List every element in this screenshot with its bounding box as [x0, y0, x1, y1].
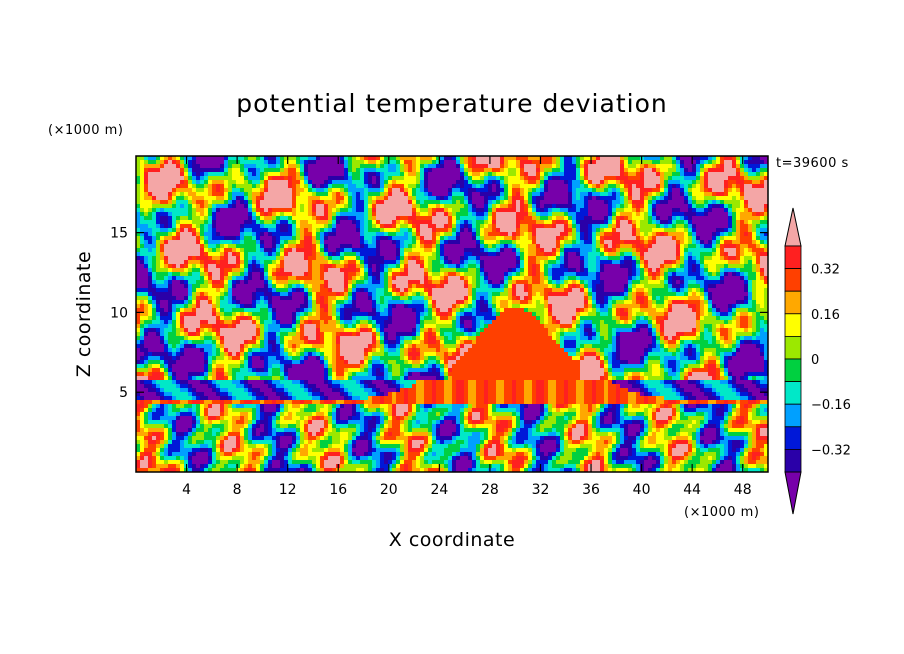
x-tick-label: 28	[481, 482, 499, 498]
colorbar-tick-label: −0.32	[811, 443, 851, 458]
x-tick-label: 8	[233, 482, 242, 498]
x-axis-label: X coordinate	[389, 529, 515, 551]
colorbar-swatch	[784, 245, 802, 270]
x-unit-label: (×1000 m)	[684, 505, 759, 520]
x-tick-label: 36	[582, 482, 600, 498]
colorbar-swatch	[784, 268, 802, 292]
x-tick-label: 16	[329, 482, 347, 498]
colorbar-extend-max	[784, 207, 802, 247]
colorbar-swatch	[784, 426, 802, 450]
x-tick: 12	[279, 156, 297, 498]
x-tick: 32	[532, 156, 550, 498]
y-tick-label: 10	[110, 305, 128, 321]
x-tick: 36	[582, 156, 600, 498]
x-tick-label: 48	[734, 482, 752, 498]
x-tick: 8	[233, 156, 242, 498]
x-tick: 44	[683, 156, 701, 498]
plot-frame	[135, 155, 769, 473]
colorbar-extend-min	[784, 471, 802, 515]
colorbar: 0.32 0.16 0 −0.16 −0.32	[784, 207, 851, 515]
y-tick-label: 5	[119, 385, 128, 401]
x-tick: 40	[633, 156, 651, 498]
y-axis-label: Z coordinate	[73, 251, 95, 377]
time-label: t=39600 s	[776, 156, 849, 171]
x-tick: 16	[329, 156, 347, 498]
x-tick: 24	[430, 156, 448, 498]
colorbar-tick-label: 0.32	[811, 263, 840, 278]
chart-title: potential temperature deviation	[236, 89, 667, 118]
y-tick-label: 15	[110, 226, 128, 242]
colorbar-tick-label: −0.16	[811, 398, 851, 413]
colorbar-swatch	[784, 381, 802, 405]
y-tick: 15	[110, 226, 768, 242]
colorbar-tick-label: 0.16	[811, 308, 840, 323]
colorbar-swatch	[784, 358, 802, 383]
x-tick: 20	[380, 156, 398, 498]
x-tick-label: 44	[683, 482, 701, 498]
colorbar-tick-label: 0	[811, 353, 819, 368]
x-tick-label: 32	[532, 482, 550, 498]
x-tick: 48	[734, 156, 752, 498]
y-tick: 5	[119, 385, 768, 401]
colorbar-swatch	[784, 290, 802, 315]
colorbar-swatch	[784, 313, 802, 337]
y-unit-label: (×1000 m)	[48, 123, 123, 138]
colorbar-swatch	[784, 335, 802, 360]
x-tick: 28	[481, 156, 499, 498]
plot-area	[136, 156, 768, 472]
x-tick-label: 24	[430, 482, 448, 498]
x-tick-label: 4	[182, 482, 191, 498]
x-tick-label: 20	[380, 482, 398, 498]
colorbar-swatch	[784, 448, 802, 473]
x-tick-label: 40	[633, 482, 651, 498]
x-tick-label: 12	[279, 482, 297, 498]
x-tick: 4	[182, 156, 191, 498]
colorbar-swatch	[784, 403, 802, 428]
y-tick: 10	[110, 305, 768, 321]
